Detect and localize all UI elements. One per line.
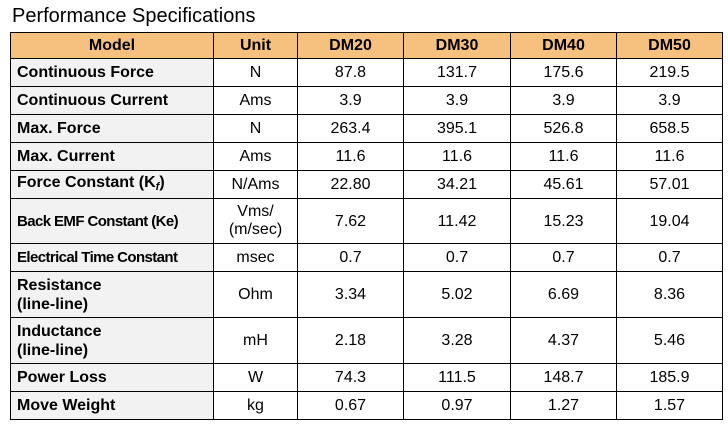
row-label-line: Resistance bbox=[17, 276, 102, 294]
table-row: Move Weight kg 0.67 0.97 1.27 1.57 bbox=[10, 391, 723, 420]
table-row: Electrical Time Constant msec 0.7 0.7 0.… bbox=[10, 243, 723, 272]
cell-value: 175.6 bbox=[510, 58, 617, 87]
cell-value: 185.9 bbox=[616, 363, 723, 392]
row-label: Resistance (line-line) bbox=[10, 271, 214, 318]
cell-value: 19.04 bbox=[616, 198, 723, 244]
table-row: Power Loss W 74.3 111.5 148.7 185.9 bbox=[10, 363, 723, 392]
cell-value: 87.8 bbox=[297, 58, 404, 87]
column-header-unit: Unit bbox=[213, 32, 298, 59]
cell-value: 22.80 bbox=[297, 170, 404, 199]
cell-value: 3.9 bbox=[510, 86, 617, 115]
row-label: Max. Current bbox=[10, 142, 214, 171]
cell-value: 3.28 bbox=[403, 317, 511, 364]
cell-value: 8.36 bbox=[616, 271, 723, 318]
cell-value: 0.7 bbox=[297, 243, 404, 272]
table-header-row: Model Unit DM20 DM30 DM40 DM50 bbox=[10, 32, 723, 59]
table-row: Inductance (line-line) mH 2.18 3.28 4.37 … bbox=[10, 317, 723, 364]
column-header-dm40: DM40 bbox=[510, 32, 617, 59]
column-header-dm20: DM20 bbox=[297, 32, 404, 59]
row-label: Move Weight bbox=[10, 391, 214, 420]
table-row: Continuous Current Ams 3.9 3.9 3.9 3.9 bbox=[10, 86, 723, 115]
cell-value: 11.42 bbox=[403, 198, 511, 244]
cell-value: 0.67 bbox=[297, 391, 404, 420]
row-label-line: (line-line) bbox=[17, 295, 89, 313]
cell-value: 148.7 bbox=[510, 363, 617, 392]
cell-value: 3.34 bbox=[297, 271, 404, 318]
row-label-line: (line-line) bbox=[17, 341, 89, 359]
row-unit: Ams bbox=[213, 86, 298, 115]
row-unit: N bbox=[213, 114, 298, 143]
row-label: Force Constant (Kf) bbox=[10, 170, 214, 199]
cell-value: 5.02 bbox=[403, 271, 511, 318]
cell-value: 11.6 bbox=[403, 142, 511, 171]
cell-value: 1.27 bbox=[510, 391, 617, 420]
cell-value: 0.7 bbox=[616, 243, 723, 272]
table-row: Force Constant (Kf) N/Ams 22.80 34.21 45… bbox=[10, 170, 723, 199]
row-unit: mH bbox=[213, 317, 298, 364]
row-label: Inductance (line-line) bbox=[10, 317, 214, 364]
page-title: Performance Specifications bbox=[12, 5, 256, 27]
cell-value: 1.57 bbox=[616, 391, 723, 420]
row-unit-line: Vms/ bbox=[237, 203, 274, 220]
row-label: Continuous Current bbox=[10, 86, 214, 115]
row-label-text: Force Constant (K bbox=[17, 173, 156, 191]
cell-value: 7.62 bbox=[297, 198, 404, 244]
row-label: Power Loss bbox=[10, 363, 214, 392]
row-unit-line: (m/sec) bbox=[228, 221, 283, 238]
table-row: Continuous Force N 87.8 131.7 175.6 219.… bbox=[10, 58, 723, 87]
row-unit: kg bbox=[213, 391, 298, 420]
row-label: Electrical Time Constant bbox=[10, 243, 214, 272]
row-label-close: ) bbox=[159, 173, 165, 191]
table-row: Resistance (line-line) Ohm 3.34 5.02 6.69… bbox=[10, 271, 723, 318]
cell-value: 526.8 bbox=[510, 114, 617, 143]
column-header-model: Model bbox=[10, 32, 214, 59]
row-unit: Ohm bbox=[213, 271, 298, 318]
cell-value: 2.18 bbox=[297, 317, 404, 364]
cell-value: 395.1 bbox=[403, 114, 511, 143]
row-unit: Ams bbox=[213, 142, 298, 171]
table-row: Max. Force N 263.4 395.1 526.8 658.5 bbox=[10, 114, 723, 143]
cell-value: 57.01 bbox=[616, 170, 723, 199]
row-unit: N/Ams bbox=[213, 170, 298, 199]
cell-value: 4.37 bbox=[510, 317, 617, 364]
cell-value: 15.23 bbox=[510, 198, 617, 244]
cell-value: 0.97 bbox=[403, 391, 511, 420]
cell-value: 263.4 bbox=[297, 114, 404, 143]
row-unit: Vms/(m/sec) bbox=[213, 198, 298, 244]
row-unit: N bbox=[213, 58, 298, 87]
specifications-table: Model Unit DM20 DM30 DM40 DM50 Continuou… bbox=[10, 32, 723, 420]
row-label: Back EMF Constant (Ke) bbox=[10, 198, 214, 244]
cell-value: 131.7 bbox=[403, 58, 511, 87]
row-unit: msec bbox=[213, 243, 298, 272]
cell-value: 45.61 bbox=[510, 170, 617, 199]
cell-value: 3.9 bbox=[297, 86, 404, 115]
cell-value: 34.21 bbox=[403, 170, 511, 199]
cell-value: 0.7 bbox=[403, 243, 511, 272]
row-label-subscript: f bbox=[155, 180, 160, 193]
cell-value: 11.6 bbox=[297, 142, 404, 171]
cell-value: 5.46 bbox=[616, 317, 723, 364]
column-header-dm50: DM50 bbox=[616, 32, 723, 59]
table-row: Back EMF Constant (Ke) Vms/(m/sec) 7.62 … bbox=[10, 198, 723, 244]
cell-value: 11.6 bbox=[510, 142, 617, 171]
cell-value: 0.7 bbox=[510, 243, 617, 272]
row-unit: W bbox=[213, 363, 298, 392]
cell-value: 219.5 bbox=[616, 58, 723, 87]
cell-value: 111.5 bbox=[403, 363, 511, 392]
column-header-dm30: DM30 bbox=[403, 32, 511, 59]
cell-value: 3.9 bbox=[616, 86, 723, 115]
row-label: Max. Force bbox=[10, 114, 214, 143]
table-row: Max. Current Ams 11.6 11.6 11.6 11.6 bbox=[10, 142, 723, 171]
cell-value: 74.3 bbox=[297, 363, 404, 392]
cell-value: 658.5 bbox=[616, 114, 723, 143]
cell-value: 11.6 bbox=[616, 142, 723, 171]
row-label: Continuous Force bbox=[10, 58, 214, 87]
cell-value: 6.69 bbox=[510, 271, 617, 318]
cell-value: 3.9 bbox=[403, 86, 511, 115]
row-label-line: Inductance bbox=[17, 322, 102, 340]
